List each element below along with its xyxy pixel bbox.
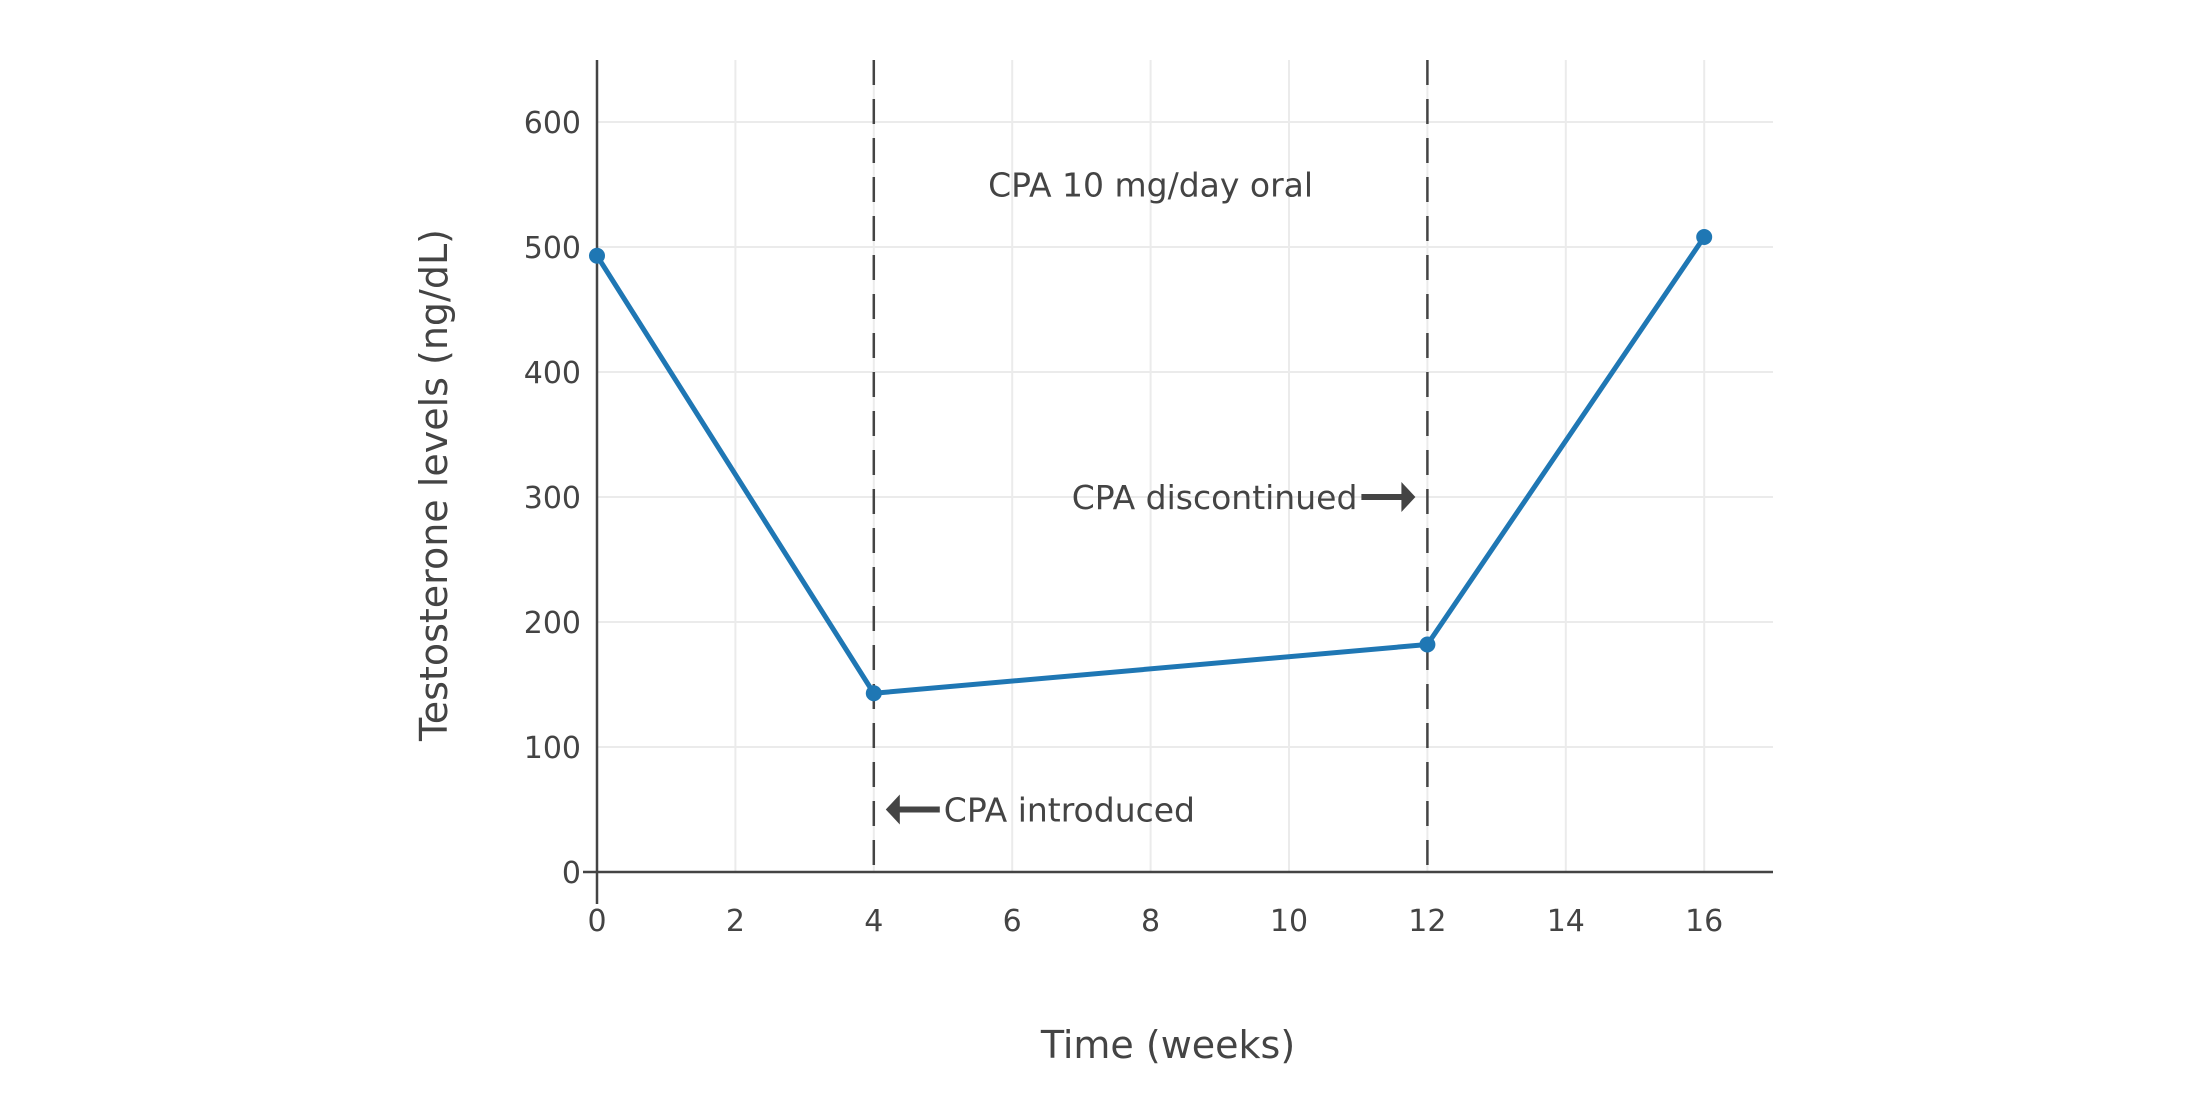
x-tick-label: 12	[1408, 904, 1446, 939]
arrow-right-icon	[1401, 482, 1416, 512]
y-tick-label: 600	[524, 106, 581, 141]
data-point	[1419, 636, 1436, 653]
y-axis-title: Testosterone levels (ng/dL)	[412, 229, 456, 742]
y-tick-label: 100	[524, 731, 581, 766]
annotation-text: CPA 10 mg/day oral	[988, 166, 1313, 205]
axes	[583, 60, 1773, 904]
y-tick-label: 300	[524, 481, 581, 516]
y-tick-label: 200	[524, 606, 581, 641]
annotation-text: CPA discontinued	[1072, 478, 1358, 517]
x-tick-label: 0	[587, 904, 606, 939]
y-tick-label: 400	[524, 356, 581, 391]
x-tick-label: 10	[1270, 904, 1308, 939]
annotation-text: CPA introduced	[944, 791, 1195, 830]
x-tick-label: 8	[1141, 904, 1160, 939]
annotations: CPA 10 mg/day oral CPA discontinued CPA in…	[885, 166, 1416, 830]
series-line	[594, 235, 1707, 696]
tick-labels: 0 100 200 300 400 500 600 0 2 4 6 8 10 12 14 16	[524, 106, 1724, 939]
x-axis-title: Time (weeks)	[1040, 1023, 1295, 1067]
x-tick-label: 14	[1547, 904, 1585, 939]
data-point	[589, 247, 605, 264]
data-point	[1696, 229, 1713, 245]
arrow-left-icon	[885, 794, 900, 825]
vertical-reference-lines	[872, 60, 1429, 872]
y-tick-label: 500	[524, 231, 581, 266]
x-tick-label: 16	[1685, 904, 1723, 939]
x-tick-label: 6	[1003, 904, 1022, 939]
x-tick-label: 4	[864, 904, 883, 939]
series	[589, 229, 1713, 702]
y-tick-label: 0	[562, 856, 581, 891]
data-point	[865, 685, 882, 702]
x-tick-label: 2	[726, 904, 745, 939]
